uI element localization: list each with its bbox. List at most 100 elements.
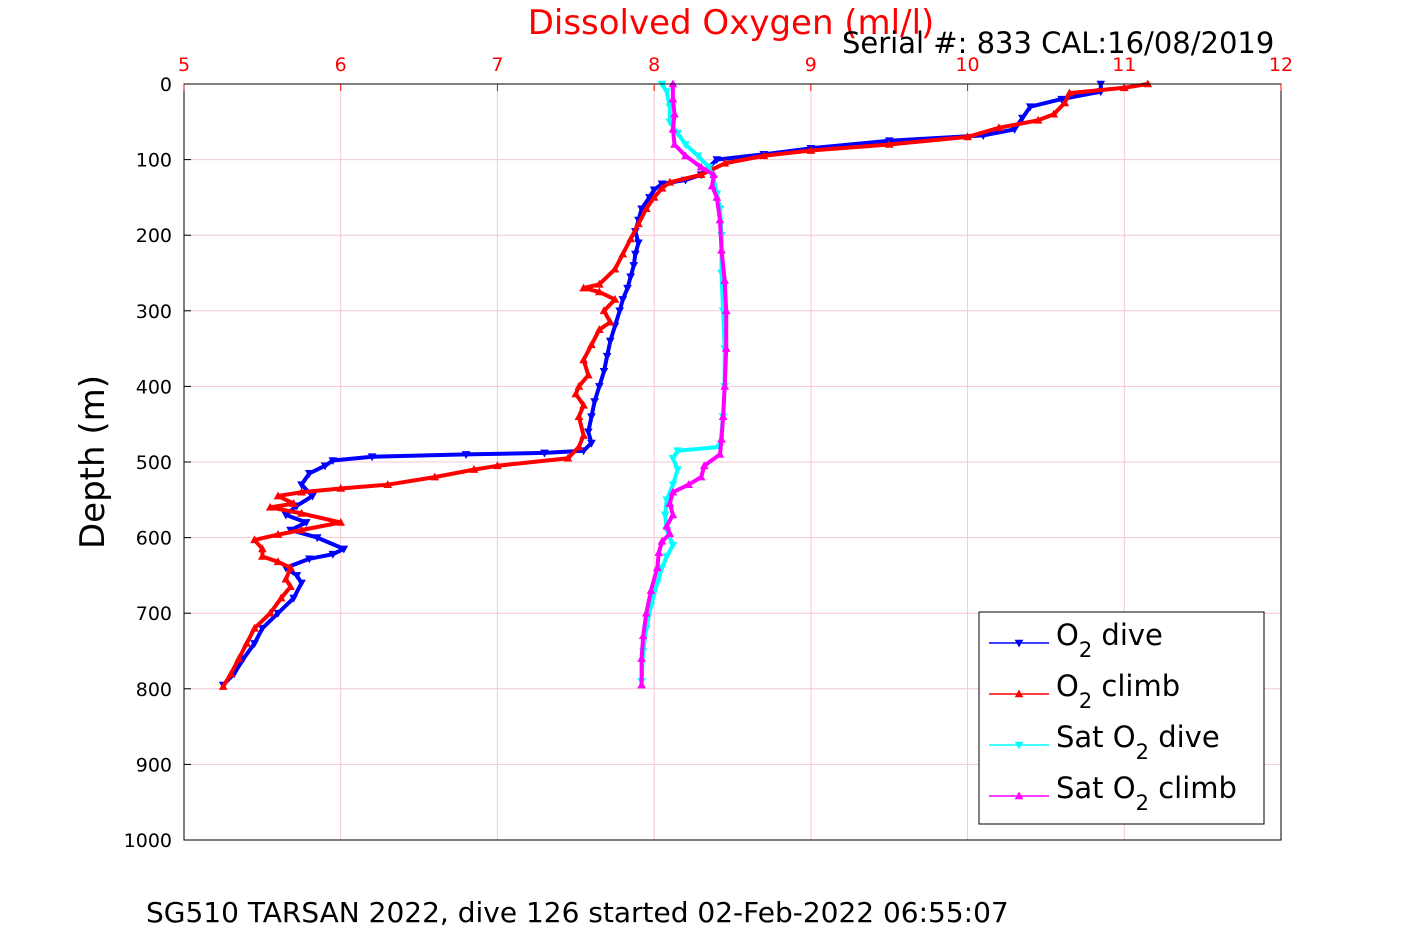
data-point [699,461,709,470]
data-point [707,181,717,190]
data-point [668,454,678,463]
data-point [602,352,612,361]
data-point [712,156,722,165]
data-point [1025,103,1035,112]
chart-title: Dissolved Oxygen (ml/l) [528,3,935,43]
data-point [712,192,722,201]
data-point [579,355,588,364]
data-point [720,276,730,284]
data-point [721,306,731,315]
data-point [634,219,643,228]
data-point [594,287,604,296]
y-tick-label: 100 [136,150,172,172]
data-point [665,529,675,538]
y-tick-label: 500 [136,452,172,474]
dive-caption: SG510 TARSAN 2022, dive 126 started 02-F… [146,896,1009,929]
data-point [540,449,549,458]
legend-subscript: 2 [1136,791,1149,815]
data-point [652,579,662,588]
data-point [718,412,728,420]
data-point [654,548,664,557]
data-point [696,162,706,171]
data-point [594,279,604,288]
data-point [493,461,502,470]
ticks: 5 6 7 8 9 10 11 12 0 100 200 300 400 500 600 700 800 900 1… [124,54,1293,852]
data-point [634,239,643,248]
data-point [618,296,628,304]
data-point [646,585,656,594]
data-point [670,109,679,118]
data-point [649,192,659,201]
data-point [579,431,588,439]
data-point [336,483,346,492]
legend-label: O2 dive [1056,618,1163,662]
data-point [806,145,816,154]
data-point [250,623,259,632]
series-0 [218,80,1106,690]
data-point [652,563,662,572]
data-point [276,593,286,602]
data-point [265,502,275,511]
series-3 [637,79,731,689]
y-tick-label: 300 [136,301,172,323]
data-point [367,453,377,462]
data-point [1057,95,1066,104]
data-point [289,594,299,603]
data-point [226,669,236,677]
legend-marker [1014,791,1024,800]
data-point [1049,109,1059,118]
data-point [605,317,615,326]
y-tick-label: 700 [136,603,172,625]
y-axis-label: Depth (m) [73,375,113,549]
legend-marker [1014,639,1024,648]
data-point [1018,114,1027,123]
data-point [994,123,1004,132]
data-point [305,470,314,478]
data-point [715,449,725,458]
legend-marker [1014,741,1024,750]
x-tick-label: 10 [955,54,979,76]
data-point [720,158,730,167]
data-point [286,563,295,572]
data-point [297,525,306,534]
data-point [594,325,604,333]
serial-annotation: Serial #: 833 CAL:16/08/2019 [842,26,1275,60]
data-point [668,481,678,490]
data-point [610,264,620,273]
data-point [665,499,675,507]
data-point [587,413,596,422]
data-point [717,434,726,443]
data-point [461,451,471,459]
data-point [693,152,703,161]
data-point [662,496,672,505]
y-tick-label: 400 [136,376,172,398]
data-point [709,170,719,179]
series-line [221,84,1103,687]
data-point [638,631,648,640]
data-point [696,170,706,179]
data-point [574,381,584,390]
data-point [297,487,306,496]
data-point [587,439,596,448]
data-point [218,682,228,690]
data-point [673,447,682,456]
data-point [297,508,306,517]
data-point [657,183,667,192]
data-point [668,124,678,133]
data-point [1065,88,1074,97]
data-point [637,205,646,214]
data-point [684,480,693,488]
data-point [637,680,646,689]
data-point [618,249,628,258]
data-point [571,389,581,398]
legend-text-rest: dive [1092,618,1163,652]
data-point [328,550,338,559]
data-point [594,383,604,391]
data-point [587,340,596,349]
data-point [250,640,259,648]
legend-text-rest: climb [1149,771,1237,805]
data-point [328,457,338,466]
data-point [286,582,295,591]
data-point [1033,115,1043,124]
